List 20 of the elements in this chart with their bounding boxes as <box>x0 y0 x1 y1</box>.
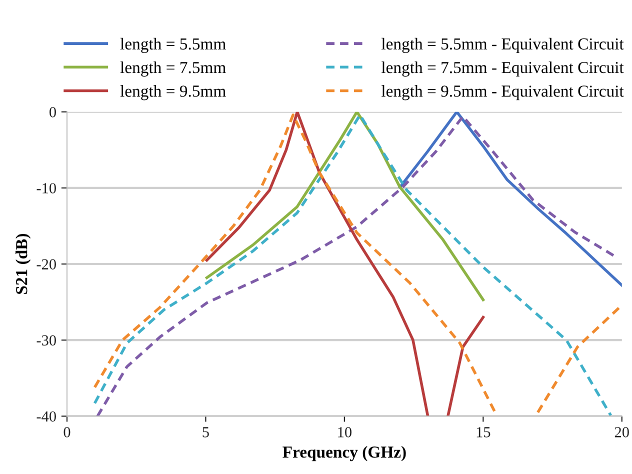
x-tick-label: 10 <box>338 427 352 438</box>
legend-label: length = 9.5mm - Equivalent Circuit <box>382 85 624 100</box>
y-axis-title: S21 (dB) <box>16 234 31 294</box>
x-tick-label: 20 <box>614 427 629 438</box>
y-tick-label: -30 <box>36 335 56 346</box>
line-series <box>398 112 622 287</box>
y-tick-label: -10 <box>36 183 56 194</box>
legend-label: length = 5.5mm - Equivalent Circuit <box>382 38 624 54</box>
legend-label: length = 7.5mm - Equivalent Circuit <box>382 61 624 77</box>
line-series <box>205 112 485 302</box>
x-tick-label: 15 <box>476 427 490 438</box>
legend-label: length = 5.5mm <box>120 38 226 54</box>
x-axis-title: Frequency (GHz) <box>282 446 406 462</box>
y-tick-label: -40 <box>36 411 56 422</box>
legend-label: length = 7.5mm <box>120 61 226 77</box>
x-tick-label: 0 <box>64 427 70 438</box>
x-tick-label: 5 <box>202 427 209 438</box>
legend-label: length = 9.5mm <box>120 85 226 100</box>
y-tick-label: 0 <box>50 107 56 118</box>
y-tick-label: -20 <box>36 259 56 270</box>
